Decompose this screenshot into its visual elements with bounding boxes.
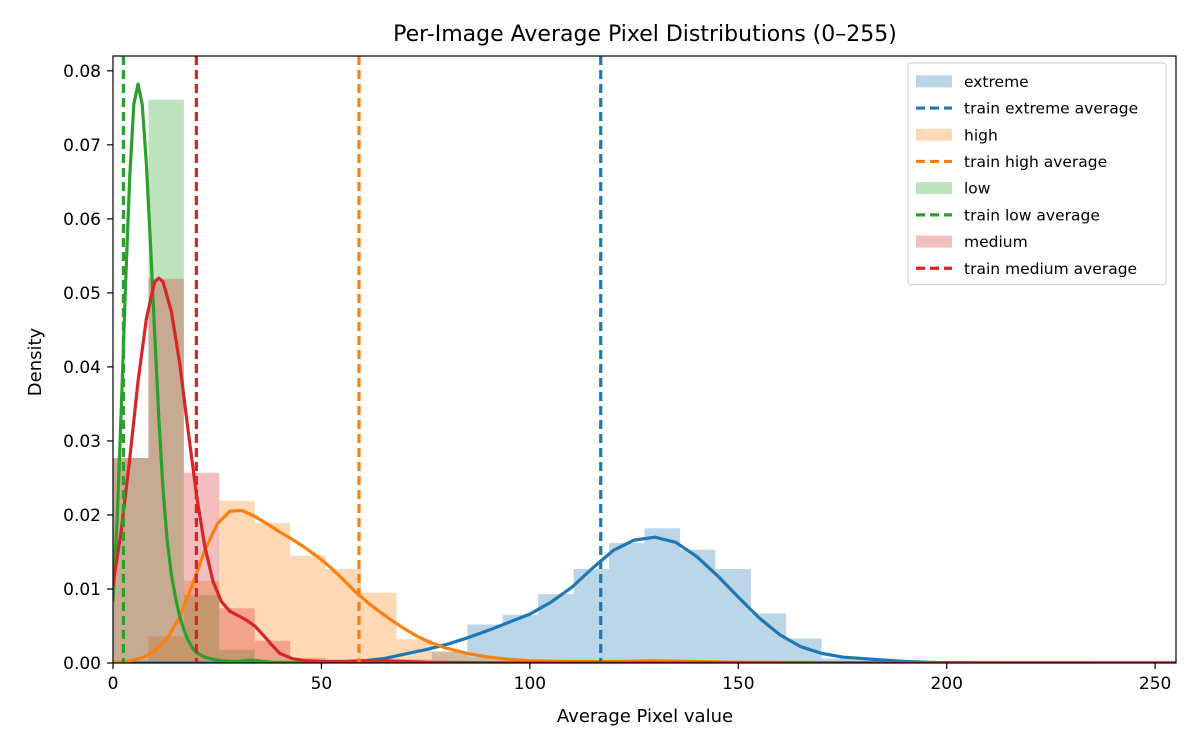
histogram-bar-extreme	[644, 528, 680, 663]
histogram-bar-medium	[219, 608, 255, 663]
histogram-bar-high	[325, 568, 362, 663]
histogram-bar-low	[148, 99, 184, 663]
y-tick-label: 0.02	[63, 506, 101, 526]
histogram-bar-high	[290, 555, 326, 663]
legend-frame	[907, 62, 1167, 286]
legend-swatch-high	[916, 128, 952, 141]
x-axis-label: Average Pixel value	[557, 706, 733, 727]
x-tick-label: 250	[1139, 674, 1171, 694]
legend-swatch-extreme	[916, 75, 952, 88]
histogram-bar-extreme	[750, 613, 787, 663]
y-tick-label: 0.05	[63, 284, 101, 304]
histogram-bar-extreme	[609, 543, 645, 663]
legend-label: extreme	[964, 73, 1029, 91]
y-tick-label: 0.00	[63, 654, 101, 674]
legend-swatch-medium	[916, 235, 952, 248]
histogram-bar-high	[361, 592, 397, 663]
x-tick-label: 50	[311, 674, 333, 694]
legend-label: medium	[964, 233, 1028, 251]
legend-label: high	[964, 126, 998, 144]
histogram-bar-high	[431, 651, 468, 663]
y-tick-label: 0.01	[63, 580, 101, 600]
axes: 0 50 100 150 200 250 0.00 0.01 0.02 0.03 0.04 0.05 0…	[63, 55, 1177, 694]
kde-line-low	[113, 82, 1176, 663]
histogram-bar-high	[254, 523, 291, 663]
legend-label: train low average	[964, 206, 1100, 224]
y-axis-label: Density	[25, 327, 46, 396]
legend-label: train extreme average	[964, 100, 1138, 118]
histogram-bar-high	[219, 500, 255, 663]
legend-label: low	[964, 180, 991, 198]
histogram-bar-extreme	[715, 568, 751, 663]
chart-title: Per-Image Average Pixel Distributions (0…	[393, 22, 897, 47]
y-tick-label: 0.08	[63, 62, 101, 82]
y-tick-label: 0.03	[63, 432, 101, 452]
kde-line-high	[113, 508, 1176, 663]
histogram-bar-extreme	[821, 658, 858, 663]
axes-frame	[112, 55, 1177, 664]
legend-label: train high average	[964, 153, 1107, 171]
x-tick-label: 200	[930, 674, 962, 694]
y-tick-label: 0.06	[63, 210, 101, 230]
histogram-bar-low	[183, 594, 220, 663]
legend-swatch-low	[916, 182, 952, 195]
x-tick-label: 100	[514, 674, 546, 694]
kde-curves	[113, 82, 1176, 663]
x-tick-label: 150	[722, 674, 754, 694]
histogram-bar-medium	[183, 472, 220, 663]
histogram-bar-extreme	[538, 594, 574, 663]
average-lines	[121, 56, 603, 663]
histogram-bar-extreme	[573, 568, 610, 663]
histogram-bar-extreme	[431, 651, 468, 663]
kde-line-extreme	[113, 535, 1176, 663]
histogram-bar-high	[467, 657, 503, 663]
legend: extreme train extreme average high train hi…	[907, 62, 1167, 286]
y-tick-label: 0.07	[63, 136, 101, 156]
y-tick-label: 0.04	[63, 358, 101, 378]
plot-area	[113, 56, 1176, 663]
kde-line-medium	[113, 276, 1176, 663]
legend-label: train medium average	[964, 260, 1137, 278]
x-tick-label: 0	[108, 674, 119, 694]
histogram-bar-medium	[254, 640, 291, 663]
